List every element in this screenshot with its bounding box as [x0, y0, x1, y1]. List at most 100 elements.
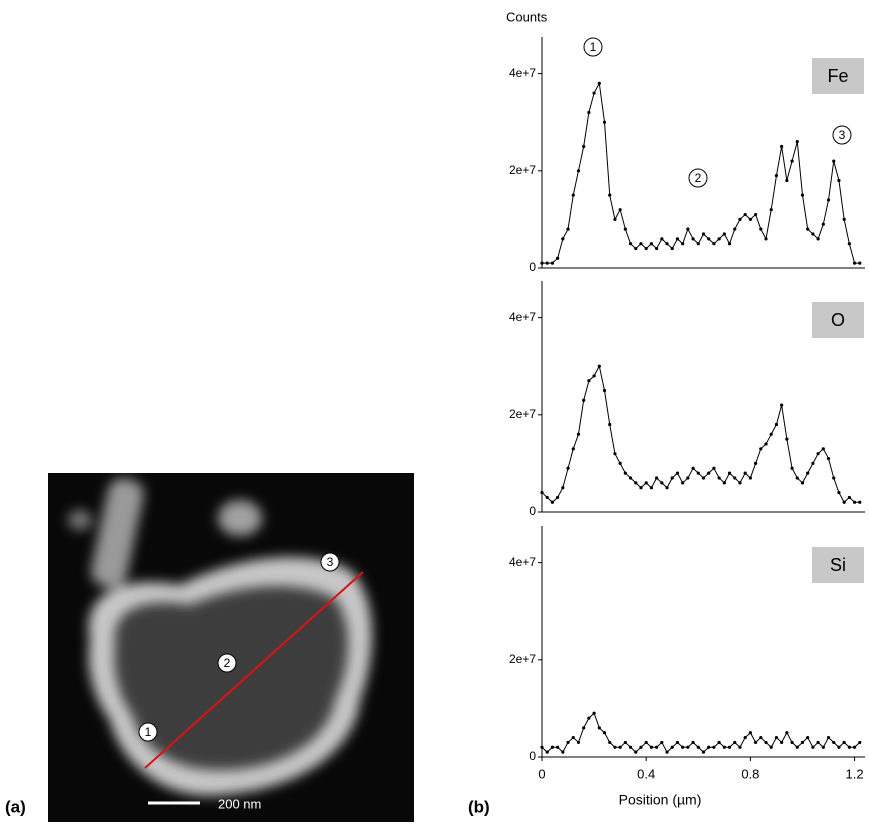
x-tick-label: 0.4 [637, 766, 655, 781]
data-point [701, 232, 706, 236]
data-point [816, 452, 820, 456]
data-point [759, 227, 763, 231]
data-point [556, 495, 560, 500]
data-point [842, 500, 846, 504]
data-point [816, 237, 820, 241]
data-line [541, 364, 860, 504]
data-point [712, 466, 716, 470]
data-point [576, 740, 581, 745]
data-point [618, 745, 622, 749]
data-point [738, 481, 742, 485]
y-tick-label: 2e+7 [509, 652, 536, 666]
micrograph [48, 473, 414, 822]
data-point [712, 745, 716, 749]
data-point [675, 740, 680, 745]
element-box [812, 302, 864, 338]
data-point [800, 481, 805, 485]
data-point [566, 466, 570, 470]
data-point [790, 466, 794, 470]
data-point [613, 217, 617, 221]
data-point [707, 237, 711, 241]
data-point [806, 471, 810, 475]
data-point [780, 144, 784, 149]
x-tick-label: 0.8 [741, 766, 759, 781]
data-point [852, 261, 857, 265]
panel-label: (a) [5, 797, 26, 816]
data-point [795, 140, 799, 144]
data-point [602, 731, 607, 735]
data-point [571, 735, 575, 740]
data-point [561, 486, 565, 490]
data-point [623, 471, 627, 475]
data-point [858, 500, 862, 504]
data-point [701, 476, 706, 480]
data-point [681, 745, 685, 749]
data-point [759, 735, 763, 740]
data-point [811, 232, 815, 236]
data-point [774, 174, 779, 178]
data-point [821, 447, 825, 451]
data-point [806, 735, 810, 740]
data-point [748, 217, 752, 221]
element-label: Fe [827, 66, 848, 86]
data-point [806, 227, 810, 231]
data-point [717, 237, 721, 241]
data-point [738, 745, 742, 749]
data-point [670, 745, 674, 749]
data-point [644, 740, 648, 745]
data-point [628, 745, 633, 749]
data-point [582, 726, 586, 730]
data-point [660, 481, 664, 485]
y-tick-label: 2e+7 [509, 407, 536, 421]
x-tick-label: 0 [538, 766, 545, 781]
data-point [785, 178, 789, 183]
data-point [670, 476, 674, 480]
data-point [675, 471, 680, 475]
data-point [832, 476, 836, 480]
annotation-circle [688, 168, 708, 188]
data-point [691, 237, 695, 241]
data-point [639, 242, 643, 246]
data-point [717, 476, 721, 480]
data-point [707, 471, 711, 475]
annotation-circle [583, 37, 603, 57]
data-point [727, 242, 732, 246]
data-point [597, 364, 601, 368]
data-point [608, 193, 612, 197]
data-point [717, 740, 721, 745]
data-point [556, 256, 560, 260]
data-point [800, 193, 805, 197]
data-point [665, 486, 669, 490]
data-point [556, 745, 560, 749]
data-point [832, 159, 836, 163]
data-point [582, 144, 586, 149]
data-point [608, 422, 612, 427]
data-point [743, 735, 747, 740]
data-point [592, 91, 596, 95]
data-point [644, 246, 648, 251]
data-point [826, 735, 831, 740]
data-point [592, 374, 596, 378]
data-point [743, 471, 747, 475]
annotation-circle [832, 125, 852, 145]
data-point [811, 461, 815, 465]
data-point [655, 476, 659, 480]
y-axis-label: Counts [506, 9, 548, 24]
data-point [816, 740, 820, 745]
data-point [696, 471, 700, 475]
data-point [545, 495, 549, 500]
data-point [545, 261, 549, 265]
data-point [753, 740, 758, 745]
data-point [587, 379, 591, 383]
data-point [785, 437, 789, 441]
data-point [847, 495, 851, 500]
element-label: Si [830, 555, 846, 575]
data-point [858, 261, 862, 265]
y-tick-label: 0 [529, 260, 536, 274]
y-tick-label: 0 [529, 504, 536, 518]
data-point [649, 242, 654, 246]
data-point [592, 711, 596, 715]
data-point [644, 481, 648, 485]
data-point [576, 432, 581, 436]
data-point [826, 198, 831, 202]
